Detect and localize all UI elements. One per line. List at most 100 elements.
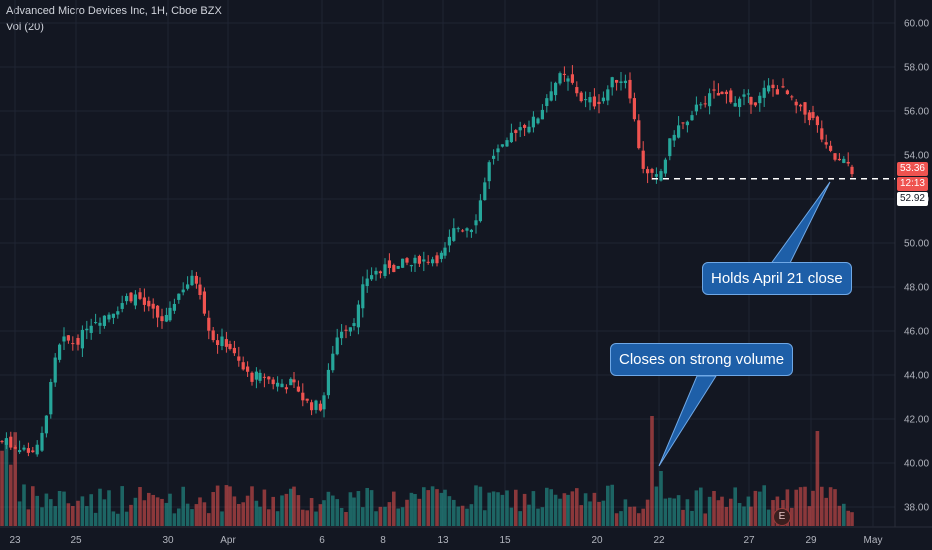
candle — [781, 86, 785, 88]
volume-bar — [447, 496, 452, 526]
volume-bar — [93, 512, 98, 526]
price-tick-label: 42.00 — [904, 415, 929, 426]
candle — [601, 97, 605, 102]
candle — [584, 99, 588, 101]
candle — [76, 337, 80, 345]
candle — [107, 314, 111, 320]
candle — [708, 93, 712, 107]
volume-bar — [699, 487, 703, 526]
volume-bar — [439, 492, 444, 526]
time-tick-label: 22 — [653, 535, 665, 546]
volume-bar — [828, 487, 833, 526]
candle — [733, 103, 737, 107]
candle — [646, 169, 650, 174]
volume-bar — [724, 506, 729, 526]
callout-pointers — [658, 181, 831, 467]
volume-bar — [619, 511, 623, 526]
volume-bar — [583, 493, 588, 526]
candle — [0, 441, 4, 443]
candle — [641, 150, 645, 169]
price-axis[interactable]: 38.0040.0042.0044.0046.0048.0050.0052.00… — [904, 19, 929, 514]
support-callout[interactable]: Holds April 21 close — [702, 262, 852, 295]
volume-bar — [654, 486, 659, 526]
candle — [474, 220, 478, 226]
volume-bar — [232, 496, 237, 526]
candle — [820, 128, 824, 140]
volume-bar — [160, 498, 164, 526]
volume-bar — [659, 471, 663, 526]
volume-bar — [474, 485, 478, 526]
candle — [271, 379, 275, 385]
volume-bar — [518, 511, 522, 526]
volume-bar — [465, 508, 469, 526]
volume-bar — [138, 487, 142, 526]
volume-bar — [785, 489, 790, 526]
candle — [681, 122, 685, 124]
candle — [129, 292, 133, 302]
volume-bar — [85, 506, 89, 526]
price-tick-label: 38.00 — [904, 503, 929, 514]
candle — [44, 415, 48, 434]
candle — [685, 121, 689, 126]
volume-bar — [102, 499, 107, 526]
volume-bar — [387, 502, 392, 526]
time-tick-label: 20 — [591, 535, 603, 546]
candle — [465, 228, 469, 231]
candle — [615, 80, 619, 83]
volume-bar — [262, 489, 267, 526]
earnings-marker-icon[interactable]: E — [773, 508, 791, 526]
candle — [177, 293, 181, 300]
price-tick-label: 60.00 — [904, 19, 929, 30]
candle — [672, 134, 676, 141]
volume-callout[interactable]: Closes on strong volume — [610, 343, 794, 376]
volume-bar — [361, 507, 365, 526]
volume-bar — [220, 511, 224, 526]
candle — [202, 291, 206, 314]
volume-bar — [491, 491, 496, 526]
candle — [356, 304, 360, 328]
volume-bar — [762, 485, 766, 526]
volume-bar — [753, 490, 758, 526]
volume-bar — [663, 498, 668, 526]
time-tick-label: 15 — [499, 535, 511, 546]
price-tick-label: 54.00 — [904, 151, 929, 162]
candle — [592, 96, 596, 107]
volume-bar — [254, 500, 259, 526]
volume-bar — [284, 493, 289, 526]
volume-bar — [228, 486, 232, 526]
candle — [597, 101, 601, 105]
volume-bar — [365, 487, 369, 526]
candle — [374, 270, 378, 275]
volume-bar — [703, 513, 707, 526]
volume-bar — [562, 493, 567, 526]
time-tick-label: 6 — [319, 535, 325, 546]
volume-bar — [177, 508, 181, 526]
candle — [142, 297, 146, 305]
volume-bar — [540, 507, 545, 526]
candle — [790, 96, 794, 98]
candle — [224, 339, 228, 347]
volume-bar — [66, 503, 71, 526]
candle — [71, 343, 75, 345]
candle — [439, 252, 443, 259]
candle — [250, 372, 254, 382]
volume-bar — [211, 492, 215, 526]
volume-bar — [142, 500, 147, 526]
candle — [632, 98, 636, 120]
volume-bar — [129, 504, 133, 526]
candle — [172, 303, 176, 311]
volume-bar — [558, 498, 562, 526]
candle — [26, 448, 30, 453]
volume-bar — [413, 494, 417, 526]
time-axis[interactable]: 23 25 30 Apr 6 8 13 15 20 22 27 29 May — [9, 535, 882, 546]
time-tick-label: 13 — [437, 535, 449, 546]
volume-bar — [850, 512, 854, 526]
bar-countdown-tag: 12:13 — [896, 177, 928, 191]
volume-bar — [846, 510, 850, 526]
volume-bar — [690, 510, 694, 526]
volume-bar — [4, 439, 9, 526]
volume-bar — [151, 494, 155, 526]
volume-bar — [790, 507, 794, 526]
volume-callout-pointer — [658, 375, 717, 467]
